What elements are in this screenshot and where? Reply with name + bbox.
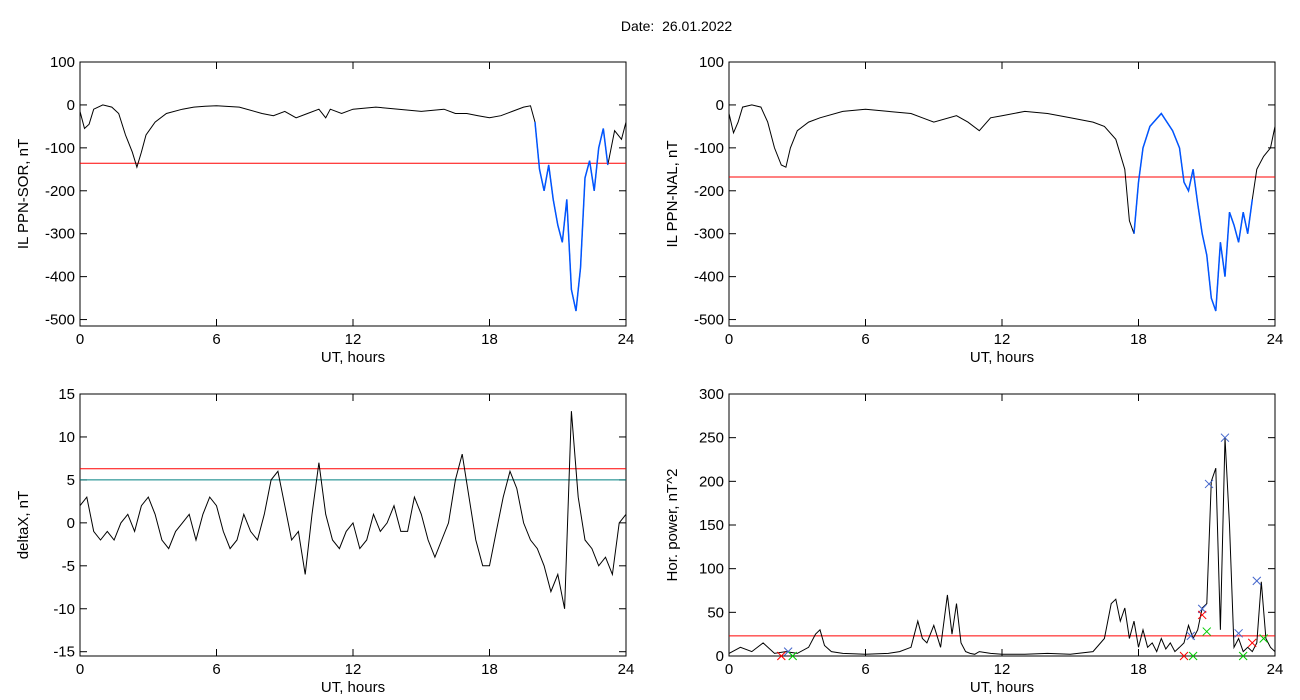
x-tick-label: 18	[1130, 331, 1147, 348]
substorm-segment	[534, 122, 609, 312]
chart-power: 0 6 12 18 24 300 250 200 150 100 50 0 UT, hours Hor. …	[664, 386, 1283, 696]
y-tick-label: 15	[58, 386, 75, 403]
y-tick-label: 0	[716, 97, 724, 114]
peak-marker	[1220, 433, 1230, 443]
plot-frame	[79, 393, 627, 657]
y-axis-label: deltaX, nT	[15, 491, 32, 559]
y-tick-label: -5	[62, 558, 75, 575]
end-marker	[1188, 651, 1198, 661]
peak-marker	[1234, 628, 1243, 638]
start-marker	[1179, 651, 1189, 661]
x-axis-label: UT, hours	[970, 679, 1034, 696]
peak-marker	[1197, 604, 1207, 614]
y-tick-label: -200	[694, 183, 724, 200]
plot-frame	[728, 61, 1276, 327]
y-tick-label: 100	[699, 54, 724, 71]
x-tick-label: 0	[76, 331, 84, 348]
y-tick-label: 50	[707, 604, 724, 621]
chart-nal: 0 6 12 18 24 100 0 -100 -200 -300 -400 -500 UT, hour…	[664, 54, 1283, 366]
y-tick-label: 0	[716, 648, 724, 665]
y-tick-label: -200	[45, 183, 75, 200]
y-tick-label: -10	[53, 601, 75, 618]
x-tick-label: 18	[481, 331, 498, 348]
peak-marker	[1186, 631, 1196, 641]
plot-frame	[79, 61, 627, 327]
x-tick-label: 6	[861, 331, 869, 348]
y-tick-label: 150	[699, 517, 724, 534]
x-tick-label: 24	[618, 331, 635, 348]
x-tick-label: 18	[481, 661, 498, 678]
x-axis-label: UT, hours	[321, 349, 385, 366]
chart-sor: 0 6 12 18 24 100 0 -100 -200 -300 -400 -500 UT, hour…	[15, 54, 634, 366]
y-tick-label: -400	[694, 269, 724, 286]
y-tick-label: 200	[699, 473, 724, 490]
series-line	[728, 437, 1276, 655]
y-axis-label: Hor. power, nT^2	[664, 469, 681, 582]
start-marker	[1197, 610, 1207, 620]
x-tick-label: 12	[994, 331, 1011, 348]
peak-marker	[1204, 479, 1214, 489]
y-tick-label: 0	[67, 97, 75, 114]
start-marker	[1247, 638, 1257, 648]
x-tick-label: 6	[212, 331, 220, 348]
substorm-segment	[1133, 112, 1254, 312]
x-tick-label: 6	[861, 661, 869, 678]
x-tick-label: 0	[725, 661, 733, 678]
x-tick-label: 12	[994, 661, 1011, 678]
y-tick-label: -15	[53, 644, 75, 661]
y-tick-label: 0	[67, 515, 75, 532]
y-tick-label: 300	[699, 386, 724, 403]
x-tick-label: 12	[345, 331, 362, 348]
y-tick-label: -100	[694, 140, 724, 157]
y-tick-label: -300	[694, 226, 724, 243]
y-tick-label: 250	[699, 430, 724, 447]
y-tick-label: 100	[699, 561, 724, 578]
x-tick-label: 24	[1267, 661, 1284, 678]
series-line	[79, 104, 627, 312]
x-axis-label: UT, hours	[321, 679, 385, 696]
y-tick-label: -100	[45, 140, 75, 157]
x-tick-label: 24	[1267, 331, 1284, 348]
page-title: Date: 26.01.2022	[620, 18, 733, 34]
series-line	[728, 104, 1276, 312]
end-marker	[788, 651, 798, 661]
y-tick-label: 5	[67, 472, 75, 489]
y-tick-label: 10	[58, 429, 75, 446]
start-marker	[776, 651, 786, 661]
plot-frame	[728, 393, 1276, 657]
x-axis-label: UT, hours	[970, 349, 1034, 366]
end-marker	[1259, 634, 1268, 643]
x-tick-label: 18	[1130, 661, 1147, 678]
y-tick-label: 100	[50, 54, 75, 71]
x-tick-label: 6	[212, 661, 220, 678]
end-marker	[1238, 651, 1248, 661]
y-tick-label: -400	[45, 269, 75, 286]
y-tick-label: -300	[45, 226, 75, 243]
series-line	[79, 411, 627, 609]
y-axis-label: IL PPN-SOR, nT	[15, 139, 32, 249]
y-axis-label: IL PPN-NAL, nT	[664, 141, 681, 248]
x-tick-label: 12	[345, 661, 362, 678]
end-marker	[1202, 627, 1212, 636]
y-tick-label: -500	[45, 312, 75, 329]
x-tick-label: 24	[618, 661, 635, 678]
peak-marker	[1252, 576, 1262, 586]
chart-deltax: 0 6 12 18 24 15 10 5 0 -5 -10 -15 UT, hours deltaX, n…	[15, 386, 634, 696]
y-tick-label: -500	[694, 312, 724, 329]
x-tick-label: 0	[725, 331, 733, 348]
x-tick-label: 0	[76, 661, 84, 678]
